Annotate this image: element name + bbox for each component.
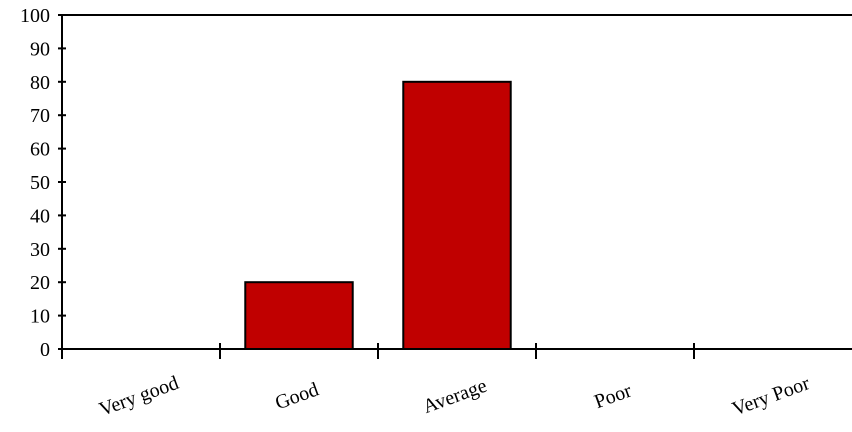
y-tick-label: 70 xyxy=(30,105,50,127)
y-tick-label: 0 xyxy=(40,339,50,361)
x-tick-label-very-good: Very good xyxy=(96,372,181,421)
y-tick-label: 90 xyxy=(30,38,50,60)
bar-good xyxy=(244,281,354,351)
y-tick-labels: 0 10 20 30 40 50 60 70 80 90 100 xyxy=(20,5,50,361)
y-tick-label: 30 xyxy=(30,239,50,261)
bars-layer xyxy=(244,80,512,351)
axes-layer xyxy=(58,14,852,359)
y-tick-label: 10 xyxy=(30,306,50,328)
bar-average xyxy=(402,80,512,351)
y-tick-label: 100 xyxy=(20,5,50,27)
x-tick-label-good: Good xyxy=(272,378,321,414)
x-tick-label-poor: Poor xyxy=(591,379,634,413)
x-tick-labels: Very good Good Average Poor Very Poor xyxy=(96,372,813,421)
x-tick-label-average: Average xyxy=(420,375,490,418)
y-tick-label: 80 xyxy=(30,72,50,94)
y-tick-label: 50 xyxy=(30,172,50,194)
y-tick-label: 20 xyxy=(30,272,50,294)
y-tick-label: 40 xyxy=(30,205,50,227)
y-tick-label: 60 xyxy=(30,139,50,161)
x-tick-label-very-poor: Very Poor xyxy=(729,372,813,420)
